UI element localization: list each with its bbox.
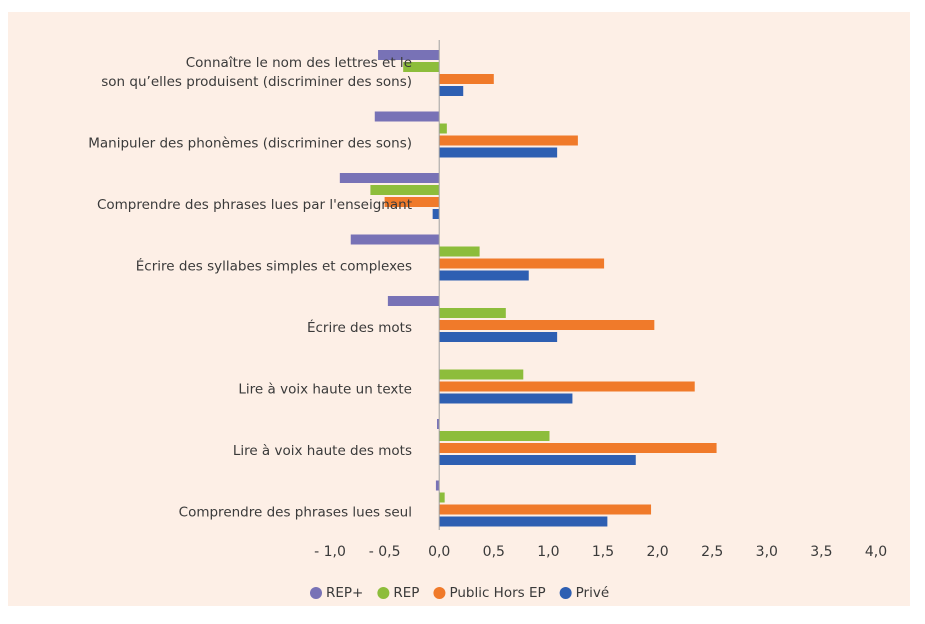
bar xyxy=(384,197,440,207)
bar xyxy=(370,185,440,195)
y-tick-label: Écrire des syllabes simples et complexes xyxy=(136,258,412,275)
y-tick-label: Connaître le nom des lettres et le son qu… xyxy=(101,55,412,90)
x-tick-label: 4,0 xyxy=(865,544,887,560)
bar xyxy=(439,86,464,96)
legend-marker xyxy=(433,587,446,599)
x-tick-label: 2,5 xyxy=(701,544,723,560)
bar xyxy=(439,320,655,330)
bar xyxy=(439,516,608,527)
bar xyxy=(350,234,440,245)
bar xyxy=(439,270,529,281)
y-tick-label: Comprendre des phrases lues par l'enseig… xyxy=(97,197,412,213)
x-tick-label: 0,5 xyxy=(483,544,505,560)
legend-marker xyxy=(559,587,572,599)
x-tick-label: - 0,5 xyxy=(369,544,401,560)
legend-marker xyxy=(310,587,322,599)
x-tick-label: 2,0 xyxy=(646,544,668,560)
legend-label: REP xyxy=(393,585,419,601)
bar xyxy=(387,296,440,306)
x-tick-label: 3,0 xyxy=(756,544,778,560)
bar xyxy=(439,393,573,404)
x-tick-label: 1,0 xyxy=(537,544,559,560)
bar xyxy=(437,419,440,429)
bar xyxy=(439,135,578,146)
legend-label: Public Hors EP xyxy=(449,585,545,601)
bar xyxy=(378,50,440,60)
bar xyxy=(439,455,636,465)
bar xyxy=(439,492,445,503)
bar xyxy=(439,431,550,441)
bar xyxy=(439,74,494,84)
x-tick-label: 3,5 xyxy=(810,544,832,560)
y-tick-label: Écrire des mots xyxy=(307,319,412,336)
bar xyxy=(439,381,695,392)
x-tick-label: - 1,0 xyxy=(314,544,346,560)
bar xyxy=(439,504,652,515)
y-tick-label: Lire à voix haute un texte xyxy=(238,382,412,398)
bar xyxy=(439,258,605,269)
bar xyxy=(435,480,440,491)
y-tick-label: Lire à voix haute des mots xyxy=(233,443,412,459)
bar xyxy=(439,332,558,342)
bar xyxy=(439,246,480,257)
bar xyxy=(439,308,506,318)
bar xyxy=(439,147,558,158)
x-tick-label: 0,0 xyxy=(428,544,450,560)
bar xyxy=(432,209,440,219)
bar xyxy=(403,62,440,72)
y-tick-label: Manipuler des phonèmes (discriminer des … xyxy=(88,136,412,152)
legend-marker xyxy=(377,587,390,599)
bar xyxy=(439,369,524,380)
bar xyxy=(374,111,440,122)
legend-label: Privé xyxy=(576,585,610,601)
legend-label: REP+ xyxy=(326,585,363,601)
bar xyxy=(439,123,447,134)
y-tick-label: Comprendre des phrases lues seul xyxy=(179,505,412,521)
x-tick-label: 1,5 xyxy=(592,544,614,560)
bar xyxy=(439,443,717,453)
bar xyxy=(339,173,440,183)
